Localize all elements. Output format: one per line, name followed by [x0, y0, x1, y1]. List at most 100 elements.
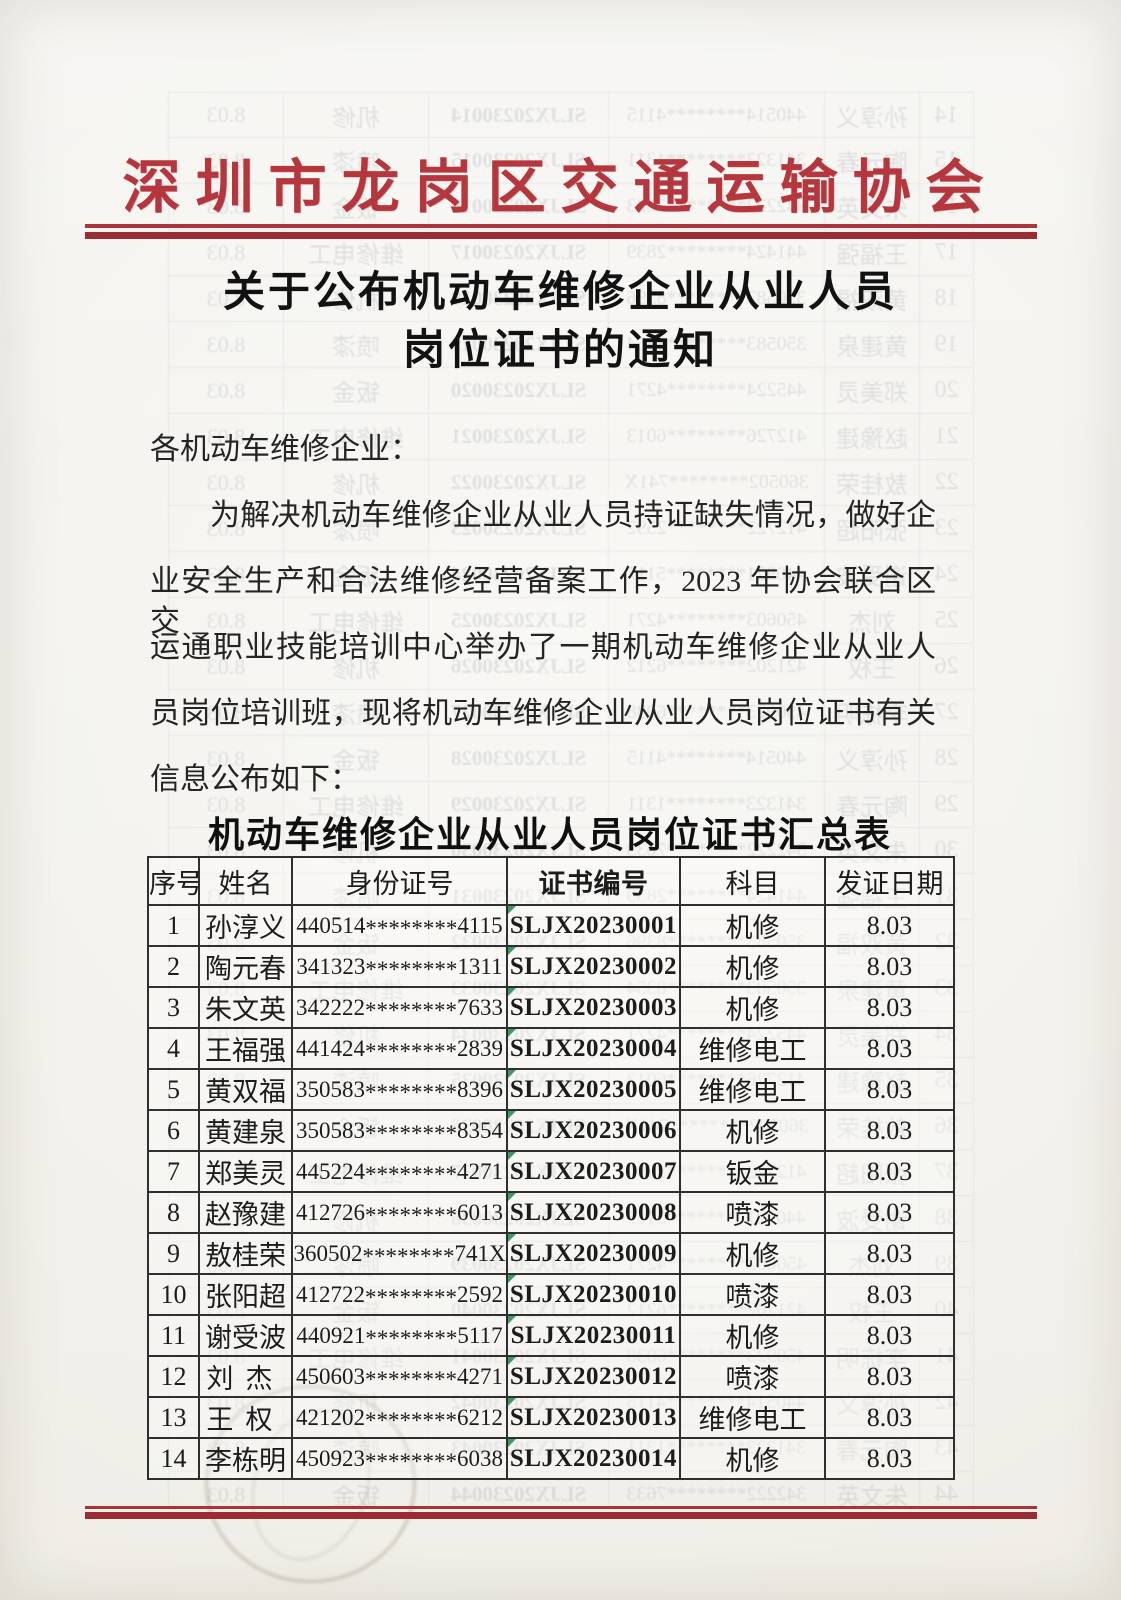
summary-table: 序号 姓名 身份证号 证书编号 科目 发证日期 1 孙淳义 440514********411…: [147, 856, 955, 1480]
ghost-cell: 14: [919, 93, 974, 137]
table-row: 10 张阳超 412722********2592 SLJX20230010 喷漆 8.0…: [147, 1273, 955, 1316]
body-paragraph-line: 运通职业技能培训中心举办了一期机动车维修企业从业人: [150, 631, 936, 664]
red-rule-bottom: [85, 1506, 1037, 1519]
date-cell: 8.03: [824, 1109, 955, 1152]
body-paragraph-line: 业安全生产和合法维修经营备案工作，2023 年协会联合区交: [150, 565, 936, 638]
subject-cell: 钣金: [679, 1150, 826, 1193]
notice-title-line2: 岗位证书的通知: [402, 326, 718, 373]
cert-cell: SLJX20230011: [506, 1314, 681, 1357]
masthead-title: 深圳市龙岗区交通运输协会: [122, 155, 999, 220]
subject-cell: 喷漆: [679, 1355, 826, 1398]
index-cell: 14: [147, 1437, 200, 1480]
red-rule-bottom-thick: [85, 1512, 1037, 1519]
cell-corner-mark: [509, 989, 516, 996]
date-cell: 8.03: [824, 1437, 955, 1480]
red-rule-bottom-thin: [85, 1506, 1037, 1509]
id-cell: 342222********7633: [291, 986, 508, 1029]
salutation: 各机动车维修企业：: [150, 433, 420, 466]
subject-cell: 维修电工: [679, 1027, 826, 1070]
index-cell: 2: [147, 945, 200, 988]
name-cell: 黄建泉: [198, 1109, 293, 1152]
date-cell: 8.03: [824, 986, 955, 1029]
index-cell: 3: [147, 986, 200, 1029]
table-header-cell: 发证日期: [824, 856, 955, 906]
table-row: 1 孙淳义 440514********4115 SLJX20230001 机修 8.03: [147, 904, 955, 947]
subject-cell: 机修: [679, 1314, 826, 1357]
table-row: 6 黄建泉 350583********8354 SLJX20230006 机修 8.03: [147, 1109, 955, 1152]
ghost-cell: 8.03: [168, 93, 283, 137]
subject-cell: 维修电工: [679, 1396, 826, 1439]
red-rule-top-thick: [85, 232, 1037, 239]
ghost-cell: 孙淳义: [824, 93, 919, 137]
cert-cell: SLJX20230001: [506, 904, 681, 947]
subject-cell: 机修: [679, 1232, 826, 1275]
index-cell: 13: [147, 1396, 200, 1439]
id-cell: 341323********1311: [291, 945, 508, 988]
cert-cell: SLJX20230004: [506, 1027, 681, 1070]
id-cell: 412722********2592: [291, 1273, 508, 1316]
cert-cell: SLJX20230007: [506, 1150, 681, 1193]
id-cell: 421202********6212: [291, 1396, 508, 1439]
date-cell: 8.03: [824, 1314, 955, 1357]
table-row: 2 陶元春 341323********1311 SLJX20230002 机修 8.03: [147, 945, 955, 988]
date-cell: 8.03: [824, 1396, 955, 1439]
cell-corner-mark: [509, 1071, 516, 1078]
cell-corner-mark: [509, 948, 516, 955]
name-cell: 赵豫建: [198, 1191, 293, 1234]
subject-cell: 机修: [679, 945, 826, 988]
subject-cell: 机修: [679, 1437, 826, 1480]
ghost-cell: 机修: [283, 93, 428, 137]
ghost-cell: SLJX20230014: [428, 93, 608, 137]
date-cell: 8.03: [824, 1027, 955, 1070]
date-cell: 8.03: [824, 945, 955, 988]
cert-cell: SLJX20230014: [506, 1437, 681, 1480]
cert-cell: SLJX20230013: [506, 1396, 681, 1439]
id-cell: 441424********2839: [291, 1027, 508, 1070]
id-cell: 350583********8354: [291, 1109, 508, 1152]
date-cell: 8.03: [824, 1273, 955, 1316]
subject-cell: 维修电工: [679, 1068, 826, 1111]
index-cell: 1: [147, 904, 200, 947]
cell-corner-mark: [509, 1317, 516, 1324]
cell-corner-mark: [509, 1153, 516, 1160]
date-cell: 8.03: [824, 1068, 955, 1111]
table-row: 8 赵豫建 412726********6013 SLJX20230008 喷漆 8.03: [147, 1191, 955, 1234]
subject-cell: 机修: [679, 1109, 826, 1152]
id-cell: 440514********4115: [291, 904, 508, 947]
id-cell: 360502********741X: [291, 1232, 508, 1275]
index-cell: 12: [147, 1355, 200, 1398]
table-row: 4 王福强 441424********2839 SLJX20230004 维修电工 8.…: [147, 1027, 955, 1070]
id-cell: 350583********8396: [291, 1068, 508, 1111]
date-cell: 8.03: [824, 1191, 955, 1234]
index-cell: 11: [147, 1314, 200, 1357]
cert-cell: SLJX20230006: [506, 1109, 681, 1152]
table-header-cell: 序号: [147, 856, 200, 906]
cell-corner-mark: [509, 1030, 516, 1037]
index-cell: 5: [147, 1068, 200, 1111]
index-cell: 4: [147, 1027, 200, 1070]
table-header-cell: 科目: [679, 856, 826, 906]
index-cell: 10: [147, 1273, 200, 1316]
subject-cell: 机修: [679, 986, 826, 1029]
notice-title-line1: 关于公布机动车维修企业从业人员: [222, 268, 898, 315]
body-paragraph-line: 为解决机动车维修企业从业人员持证缺失情况，做好企: [210, 499, 936, 532]
table-row: 14 李栋明 450923********6038 SLJX20230014 机修 8.0…: [147, 1437, 955, 1480]
body-paragraph-line: 信息公布如下：: [150, 763, 360, 796]
cell-corner-mark: [509, 1112, 516, 1119]
name-cell: 陶元春: [198, 945, 293, 988]
id-cell: 440921********5117: [291, 1314, 508, 1357]
subject-cell: 喷漆: [679, 1273, 826, 1316]
cell-corner-mark: [509, 1440, 516, 1447]
cert-cell: SLJX20230003: [506, 986, 681, 1029]
cell-corner-mark: [509, 907, 516, 914]
cert-cell: SLJX20230010: [506, 1273, 681, 1316]
date-cell: 8.03: [824, 1355, 955, 1398]
id-cell: 412726********6013: [291, 1191, 508, 1234]
table-header-cell: 证书编号: [506, 856, 681, 906]
cert-cell: SLJX20230012: [506, 1355, 681, 1398]
table-header-row: 序号 姓名 身份证号 证书编号 科目 发证日期: [147, 856, 955, 906]
table-row: 12 刘杰 450603********4271 SLJX20230012 喷漆 8.03: [147, 1355, 955, 1398]
name-cell: 谢受波: [198, 1314, 293, 1357]
cert-cell: SLJX20230009: [506, 1232, 681, 1275]
